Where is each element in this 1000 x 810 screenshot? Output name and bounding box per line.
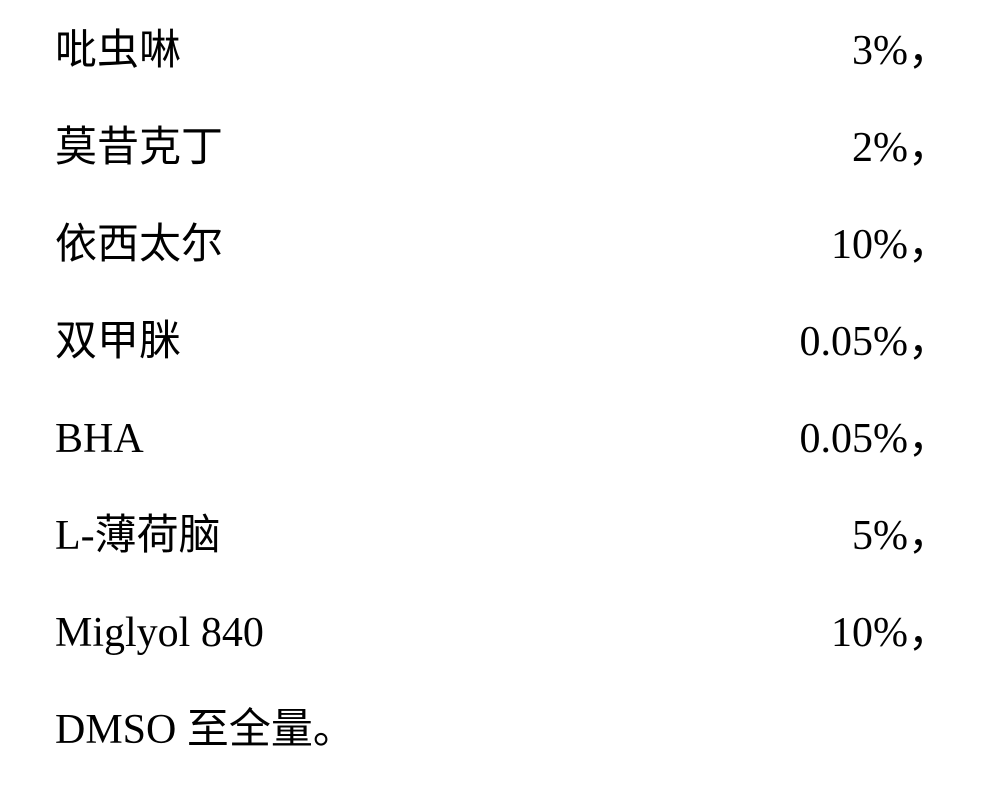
ingredient-label: 双甲脒 [55,321,181,363]
composition-final: DMSO 至全量。 [55,709,950,751]
ingredient-value: 3%， [852,30,950,72]
ingredient-value: 0.05%， [800,418,951,460]
ingredient-value: 5%， [852,515,950,557]
ingredient-label: 莫昔克丁 [55,127,223,169]
composition-row: 吡虫啉 3%， [55,30,950,72]
composition-row: 莫昔克丁 2%， [55,127,950,169]
composition-row: 双甲脒 0.05%， [55,321,950,363]
composition-row: L-薄荷脑 5%， [55,515,950,557]
ingredient-label: DMSO 至全量。 [55,707,355,753]
ingredient-label: Miglyol 840 [55,612,264,654]
ingredient-value: 0.05%， [800,321,951,363]
ingredient-value: 10%， [831,612,950,654]
ingredient-label: 依西太尔 [55,224,223,266]
composition-row: BHA 0.05%， [55,418,950,460]
ingredient-label: L-薄荷脑 [55,515,221,557]
ingredient-value: 10%， [831,224,950,266]
ingredient-value: 2%， [852,127,950,169]
ingredient-label: 吡虫啉 [55,30,181,72]
ingredient-label: BHA [55,418,144,460]
composition-row: Miglyol 840 10%， [55,612,950,654]
composition-row: 依西太尔 10%， [55,224,950,266]
